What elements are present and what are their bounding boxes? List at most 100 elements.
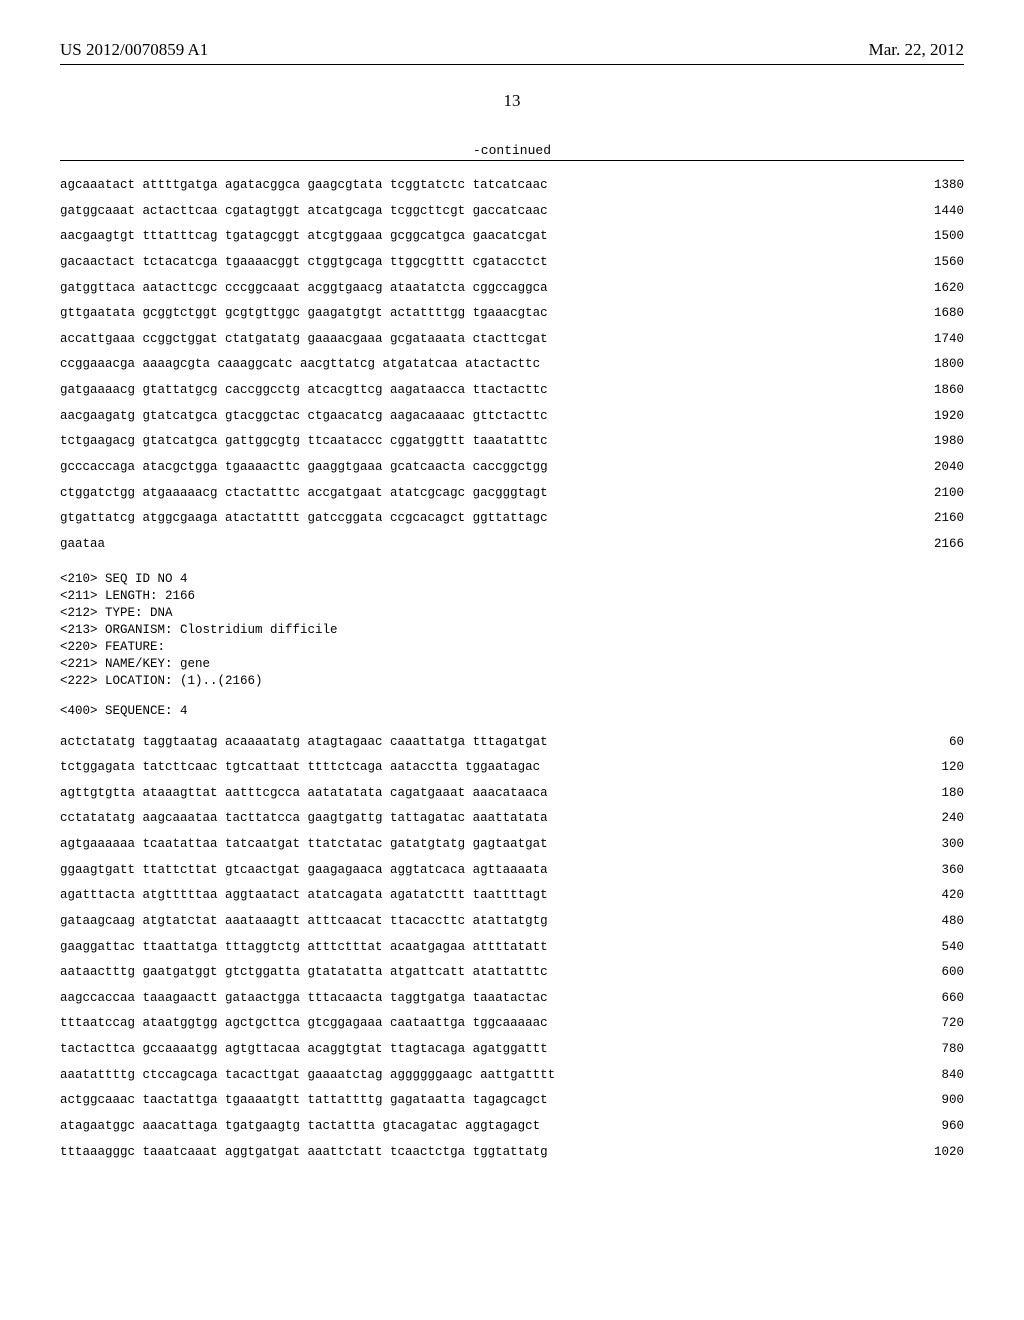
sequence-position: 1560 — [894, 250, 964, 276]
sequence-text: gacaactact tctacatcga tgaaaacggt ctggtgc… — [60, 250, 548, 276]
sequence-line: gacaactact tctacatcga tgaaaacggt ctggtgc… — [60, 250, 964, 276]
sequence-position: 540 — [894, 935, 964, 961]
sequence-line: ggaagtgatt ttattcttat gtcaactgat gaagaga… — [60, 858, 964, 884]
sequence-position: 1860 — [894, 378, 964, 404]
sequence-position: 240 — [894, 806, 964, 832]
sequence-line: aacgaagatg gtatcatgca gtacggctac ctgaaca… — [60, 404, 964, 430]
sequence-text: tctgaagacg gtatcatgca gattggcgtg ttcaata… — [60, 429, 548, 455]
sequence-text: gaataa — [60, 532, 105, 558]
sequence-text: gaaggattac ttaattatga tttaggtctg atttctt… — [60, 935, 548, 961]
sequence-text: actggcaaac taactattga tgaaaatgtt tattatt… — [60, 1088, 548, 1114]
sequence-line: tctggagata tatcttcaac tgtcattaat ttttctc… — [60, 755, 964, 781]
sequence-position: 1020 — [894, 1140, 964, 1166]
sequence-line: tttaaagggc taaatcaaat aggtgatgat aaattct… — [60, 1140, 964, 1166]
sequence-line: gttgaatata gcggtctggt gcgtgttggc gaagatg… — [60, 301, 964, 327]
sequence-position: 120 — [894, 755, 964, 781]
sequence-line: tctgaagacg gtatcatgca gattggcgtg ttcaata… — [60, 429, 964, 455]
seq-top-rule — [60, 160, 964, 161]
sequence-position: 2166 — [894, 532, 964, 558]
sequence-position: 60 — [894, 730, 964, 756]
sequence-position: 300 — [894, 832, 964, 858]
sequence-line: aagccaccaa taaagaactt gataactgga tttacaa… — [60, 986, 964, 1012]
sequence-block-1: agcaaatact attttgatga agatacggca gaagcgt… — [60, 173, 964, 557]
page-container: US 2012/0070859 A1 Mar. 22, 2012 13 -con… — [0, 0, 1024, 1225]
sequence-text: tttaaagggc taaatcaaat aggtgatgat aaattct… — [60, 1140, 548, 1166]
sequence-position: 1380 — [894, 173, 964, 199]
sequence-text: ctggatctgg atgaaaaacg ctactatttc accgatg… — [60, 481, 548, 507]
sequence-text: aacgaagatg gtatcatgca gtacggctac ctgaaca… — [60, 404, 548, 430]
sequence-position: 1680 — [894, 301, 964, 327]
sequence-line: gataagcaag atgtatctat aaataaagtt atttcaa… — [60, 909, 964, 935]
sequence-header-2: <400> SEQUENCE: 4 — [60, 704, 964, 718]
sequence-text: agtgaaaaaa tcaatattaa tatcaatgat ttatcta… — [60, 832, 548, 858]
sequence-position: 720 — [894, 1011, 964, 1037]
sequence-position: 840 — [894, 1063, 964, 1089]
sequence-position: 1800 — [894, 352, 964, 378]
publication-number: US 2012/0070859 A1 — [60, 40, 208, 60]
page-header: US 2012/0070859 A1 Mar. 22, 2012 — [60, 40, 964, 62]
sequence-line: gaaggattac ttaattatga tttaggtctg atttctt… — [60, 935, 964, 961]
sequence-position: 960 — [894, 1114, 964, 1140]
sequence-line: atagaatggc aaacattaga tgatgaagtg tactatt… — [60, 1114, 964, 1140]
sequence-line: gtgattatcg atggcgaaga atactatttt gatccgg… — [60, 506, 964, 532]
sequence-position: 1740 — [894, 327, 964, 353]
sequence-text: tttaatccag ataatggtgg agctgcttca gtcggag… — [60, 1011, 548, 1037]
publication-date: Mar. 22, 2012 — [869, 40, 964, 60]
sequence-line: gatggcaaat actacttcaa cgatagtggt atcatgc… — [60, 199, 964, 225]
sequence-position: 1980 — [894, 429, 964, 455]
sequence-line: agcaaatact attttgatga agatacggca gaagcgt… — [60, 173, 964, 199]
sequence-position: 600 — [894, 960, 964, 986]
sequence-text: gataagcaag atgtatctat aaataaagtt atttcaa… — [60, 909, 548, 935]
sequence-position: 660 — [894, 986, 964, 1012]
sequence-text: accattgaaa ccggctggat ctatgatatg gaaaacg… — [60, 327, 548, 353]
sequence-text: actctatatg taggtaatag acaaaatatg atagtag… — [60, 730, 548, 756]
sequence-position: 780 — [894, 1037, 964, 1063]
continued-label: -continued — [60, 143, 964, 158]
sequence-text: aataactttg gaatgatggt gtctggatta gtatata… — [60, 960, 548, 986]
sequence-line: aacgaagtgt tttatttcag tgatagcggt atcgtgg… — [60, 224, 964, 250]
sequence-text: gatgaaaacg gtattatgcg caccggcctg atcacgt… — [60, 378, 548, 404]
sequence-line: gcccaccaga atacgctgga tgaaaacttc gaaggtg… — [60, 455, 964, 481]
sequence-line: ctggatctgg atgaaaaacg ctactatttc accgatg… — [60, 481, 964, 507]
sequence-line: gaataa 2166 — [60, 532, 964, 558]
sequence-text: cctatatatg aagcaaataa tacttatcca gaagtga… — [60, 806, 548, 832]
sequence-text: gttgaatata gcggtctggt gcgtgttggc gaagatg… — [60, 301, 548, 327]
sequence-position: 1440 — [894, 199, 964, 225]
sequence-text: aacgaagtgt tttatttcag tgatagcggt atcgtgg… — [60, 224, 548, 250]
sequence-text: tctggagata tatcttcaac tgtcattaat ttttctc… — [60, 755, 540, 781]
sequence-line: cctatatatg aagcaaataa tacttatcca gaagtga… — [60, 806, 964, 832]
sequence-text: agcaaatact attttgatga agatacggca gaagcgt… — [60, 173, 548, 199]
sequence-meta-block: <210> SEQ ID NO 4 <211> LENGTH: 2166 <21… — [60, 571, 964, 689]
sequence-text: agatttacta atgtttttaa aggtaatact atatcag… — [60, 883, 548, 909]
sequence-position: 1620 — [894, 276, 964, 302]
sequence-line: gatggttaca aatacttcgc cccggcaaat acggtga… — [60, 276, 964, 302]
header-rule — [60, 64, 964, 65]
sequence-position: 480 — [894, 909, 964, 935]
sequence-text: gatggttaca aatacttcgc cccggcaaat acggtga… — [60, 276, 548, 302]
sequence-position: 2100 — [894, 481, 964, 507]
sequence-position: 420 — [894, 883, 964, 909]
sequence-position: 180 — [894, 781, 964, 807]
sequence-line: aaatattttg ctccagcaga tacacttgat gaaaatc… — [60, 1063, 964, 1089]
sequence-line: agtgaaaaaa tcaatattaa tatcaatgat ttatcta… — [60, 832, 964, 858]
sequence-line: aataactttg gaatgatggt gtctggatta gtatata… — [60, 960, 964, 986]
sequence-line: tactacttca gccaaaatgg agtgttacaa acaggtg… — [60, 1037, 964, 1063]
sequence-position: 360 — [894, 858, 964, 884]
sequence-line: tttaatccag ataatggtgg agctgcttca gtcggag… — [60, 1011, 964, 1037]
sequence-line: agttgtgtta ataaagttat aatttcgcca aatatat… — [60, 781, 964, 807]
sequence-text: ggaagtgatt ttattcttat gtcaactgat gaagaga… — [60, 858, 548, 884]
sequence-line: gatgaaaacg gtattatgcg caccggcctg atcacgt… — [60, 378, 964, 404]
sequence-line: actctatatg taggtaatag acaaaatatg atagtag… — [60, 730, 964, 756]
sequence-line: accattgaaa ccggctggat ctatgatatg gaaaacg… — [60, 327, 964, 353]
sequence-position: 2040 — [894, 455, 964, 481]
sequence-line: ccggaaacga aaaagcgta caaaggcatc aacgttat… — [60, 352, 964, 378]
sequence-text: agttgtgtta ataaagttat aatttcgcca aatatat… — [60, 781, 548, 807]
sequence-position: 2160 — [894, 506, 964, 532]
sequence-text: gtgattatcg atggcgaaga atactatttt gatccgg… — [60, 506, 548, 532]
sequence-line: agatttacta atgtttttaa aggtaatact atatcag… — [60, 883, 964, 909]
sequence-text: atagaatggc aaacattaga tgatgaagtg tactatt… — [60, 1114, 540, 1140]
sequence-line: actggcaaac taactattga tgaaaatgtt tattatt… — [60, 1088, 964, 1114]
sequence-position: 1920 — [894, 404, 964, 430]
sequence-position: 1500 — [894, 224, 964, 250]
sequence-text: ccggaaacga aaaagcgta caaaggcatc aacgttat… — [60, 352, 540, 378]
